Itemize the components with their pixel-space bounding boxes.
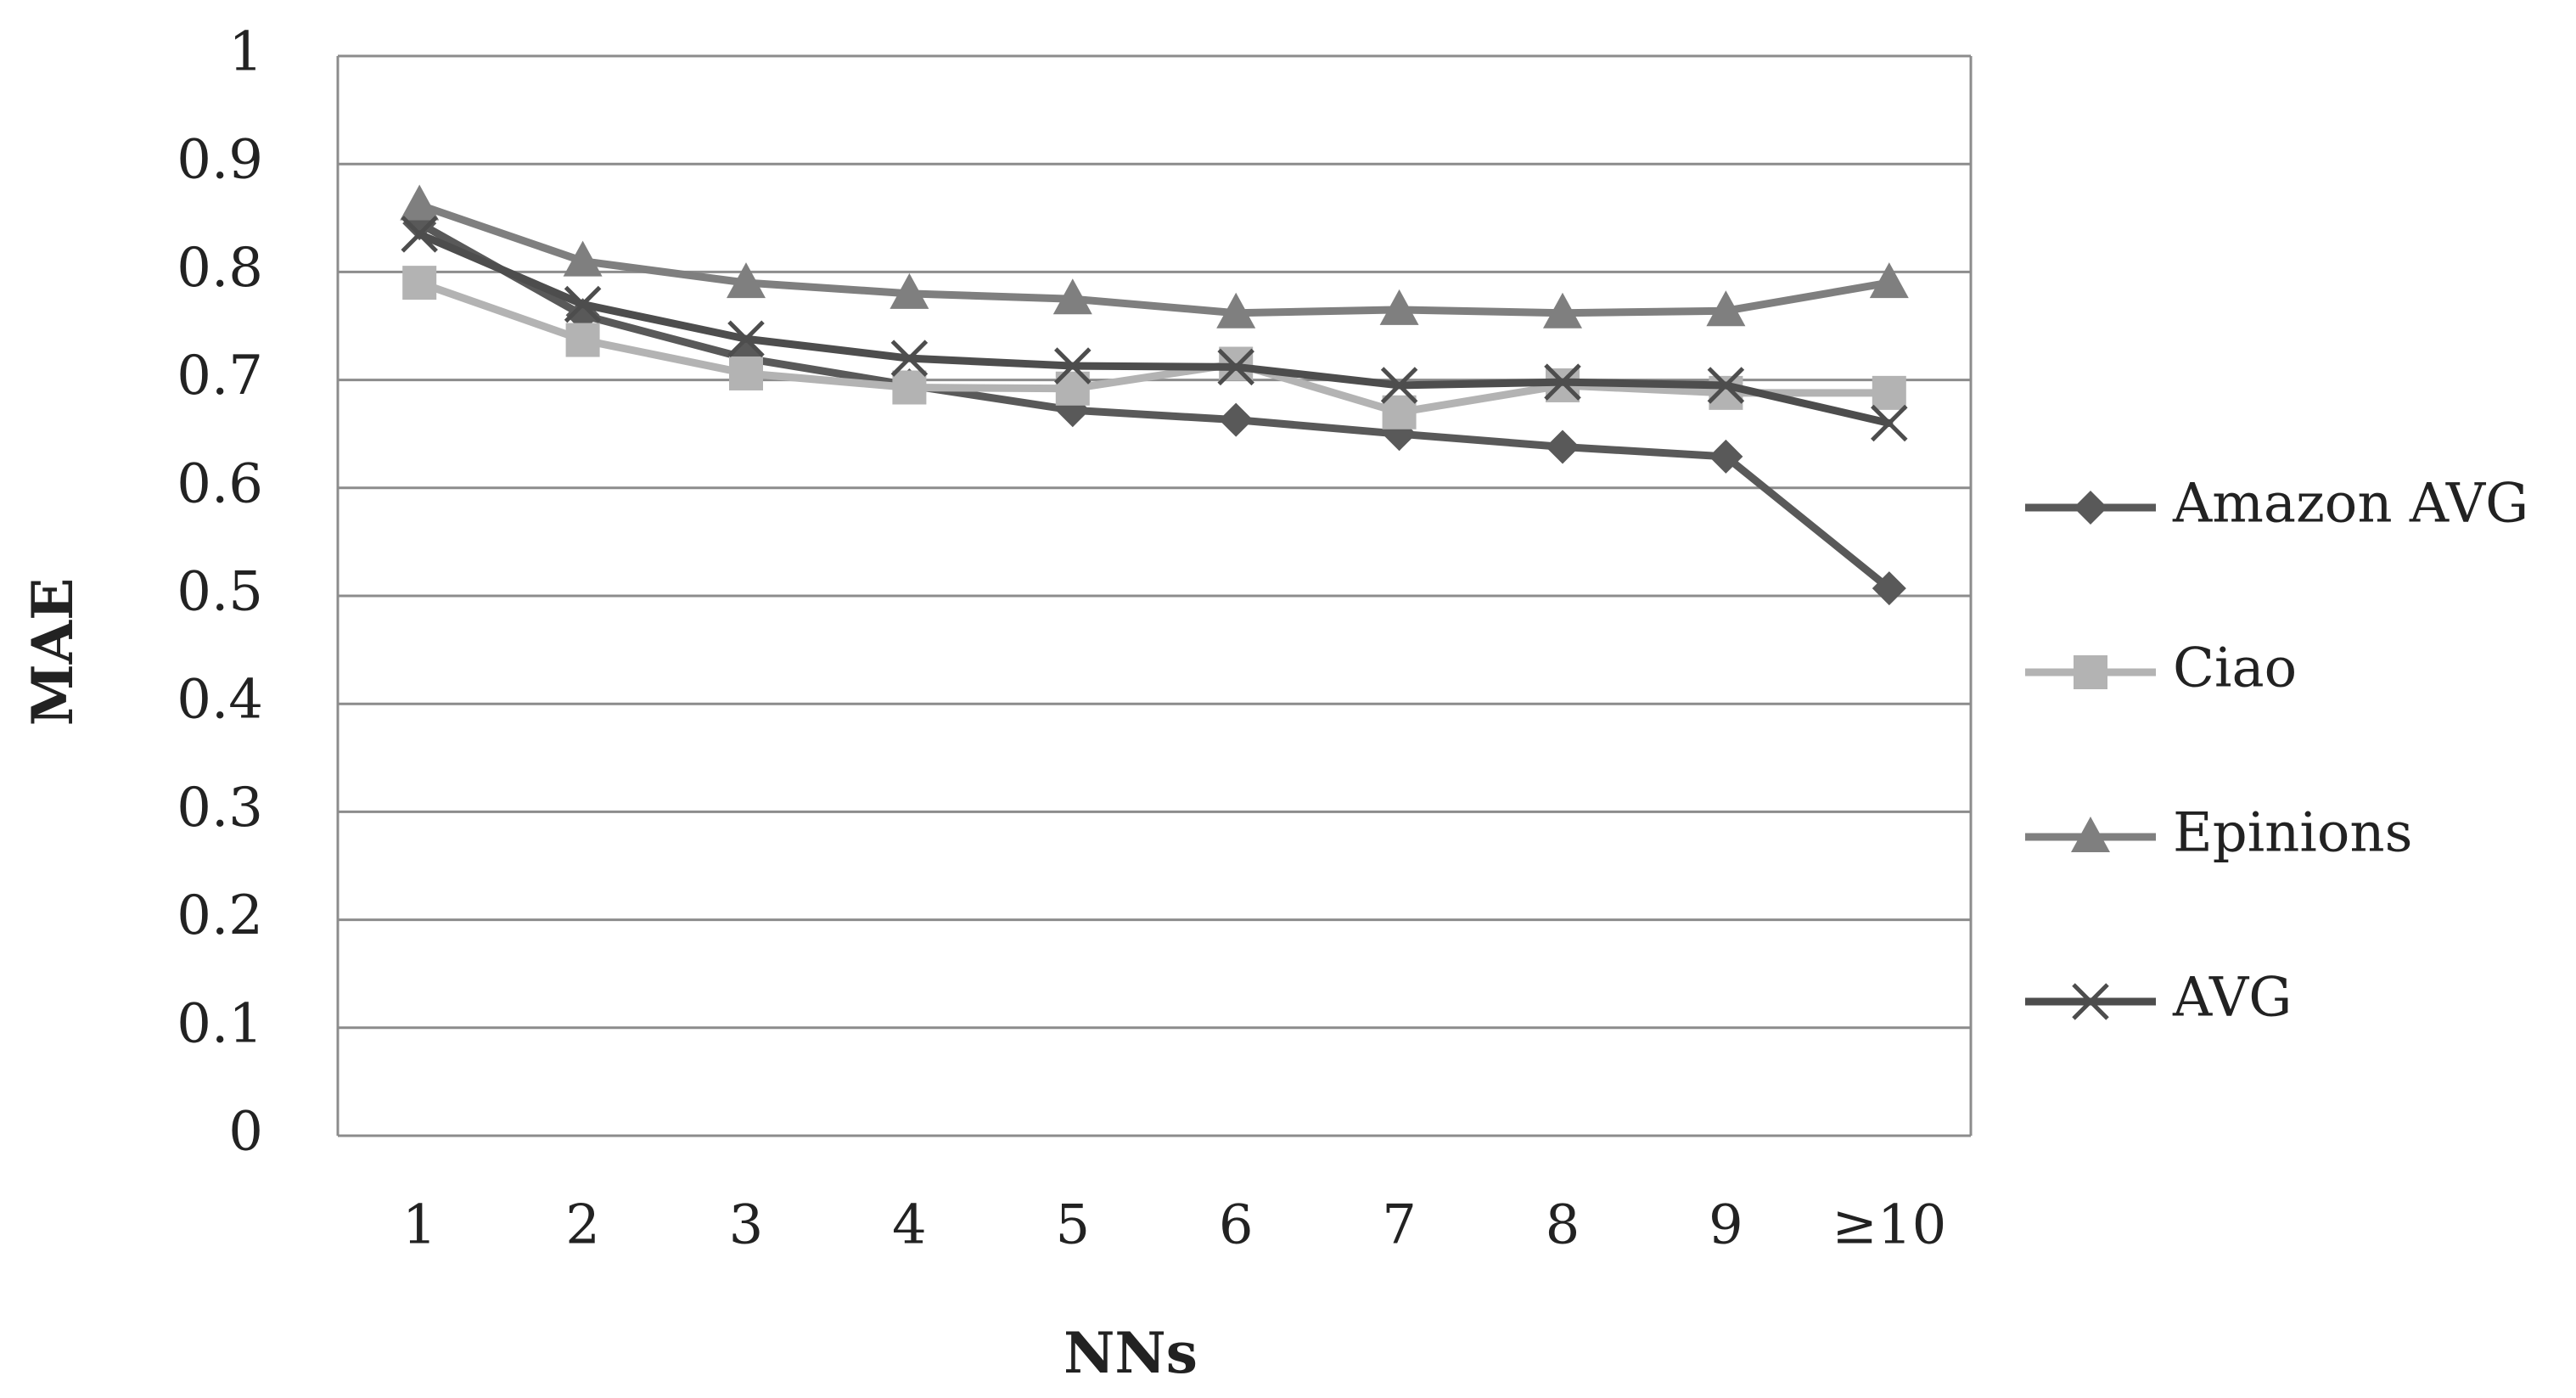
data-point (890, 272, 929, 309)
data-point (1379, 289, 1419, 325)
data-point (1380, 367, 1418, 404)
gridlines (336, 54, 1973, 1137)
series-line (415, 278, 1894, 417)
y-tick-label: 0.7 (177, 345, 263, 407)
data-point (1219, 402, 1254, 437)
x-tick-label: 3 (729, 1194, 764, 1257)
data-point (1706, 290, 1746, 327)
data-point (1382, 395, 1417, 430)
legend-marker (2074, 655, 2107, 689)
y-tick-label: 0.4 (177, 669, 263, 732)
x-tick-label: 7 (1382, 1194, 1417, 1257)
legend-entry: AVG (2025, 967, 2292, 1030)
x-tick-labels: 1 2 3 4 5 6 7 8 9 ≥10 (402, 1194, 1946, 1257)
x-tick-label: 6 (1219, 1194, 1254, 1257)
y-tick-label: 0.3 (177, 777, 263, 839)
legend-label: Amazon AVG (2172, 473, 2528, 536)
legend-marker (2071, 817, 2110, 852)
data-point (1544, 363, 1581, 401)
y-tick-label: 0.5 (177, 561, 263, 624)
data-point (1872, 571, 1906, 606)
x-tick-label: ≥10 (1832, 1194, 1946, 1257)
data-point (727, 262, 766, 299)
legend-entry: Amazon AVG (2025, 473, 2528, 536)
data-point (1054, 347, 1092, 385)
data-point (727, 320, 765, 358)
legend-label: AVG (2172, 967, 2292, 1030)
series-ciao (402, 266, 1906, 430)
legend-marker (2072, 983, 2109, 1020)
y-tick-label: 0 (228, 1101, 263, 1164)
data-point (1872, 375, 1906, 410)
x-axis-title: NNs (1064, 1320, 1198, 1386)
x-tick-label: 4 (892, 1194, 927, 1257)
data-point (1216, 292, 1256, 328)
data-point (565, 323, 600, 357)
x-tick-label: 9 (1709, 1194, 1743, 1257)
data-point (1543, 292, 1582, 328)
data-point (563, 240, 603, 277)
data-point (400, 184, 440, 221)
series-avg (401, 216, 1908, 442)
data-point (729, 356, 763, 390)
data-point (1217, 348, 1254, 386)
x-tick-label: 5 (1055, 1194, 1090, 1257)
y-tick-label: 0.8 (177, 237, 263, 300)
x-tick-label: 2 (565, 1194, 600, 1257)
y-tick-label: 1 (228, 21, 263, 84)
data-point (1871, 404, 1908, 442)
y-tick-label: 0.1 (177, 992, 263, 1055)
y-tick-labels: 0 0.1 0.2 0.3 0.4 0.5 0.6 0.7 0.8 0.9 1 (177, 21, 263, 1164)
legend-label: Ciao (2173, 637, 2297, 700)
data-point (1869, 262, 1909, 299)
y-tick-label: 0.9 (177, 129, 263, 192)
data-point (402, 266, 437, 300)
data-point (1052, 278, 1092, 315)
data-point (401, 216, 438, 253)
data-point (564, 285, 602, 323)
data-point (890, 340, 929, 377)
legend-entry: Epinions (2025, 802, 2412, 865)
y-axis-title: MAE (20, 578, 86, 727)
y-tick-label: 0.6 (177, 452, 263, 515)
legend-entry: Ciao (2025, 637, 2297, 700)
series-line (415, 219, 1894, 592)
x-tick-label: 1 (402, 1194, 437, 1257)
data-point (1546, 430, 1580, 464)
data-point (1707, 367, 1745, 404)
data-point (1709, 439, 1743, 474)
legend-marker (2074, 491, 2107, 525)
series-lines (400, 184, 1909, 606)
series-line (415, 230, 1894, 427)
y-tick-label: 0.2 (177, 884, 263, 947)
series-line (415, 201, 1894, 317)
legend-label: Epinions (2173, 802, 2412, 865)
data-point (1709, 375, 1743, 410)
data-point (892, 370, 927, 405)
legend: Amazon AVG Ciao Epinions AVG (2025, 473, 2528, 1030)
x-tick-label: 8 (1546, 1194, 1580, 1257)
series-epinions (400, 184, 1909, 328)
